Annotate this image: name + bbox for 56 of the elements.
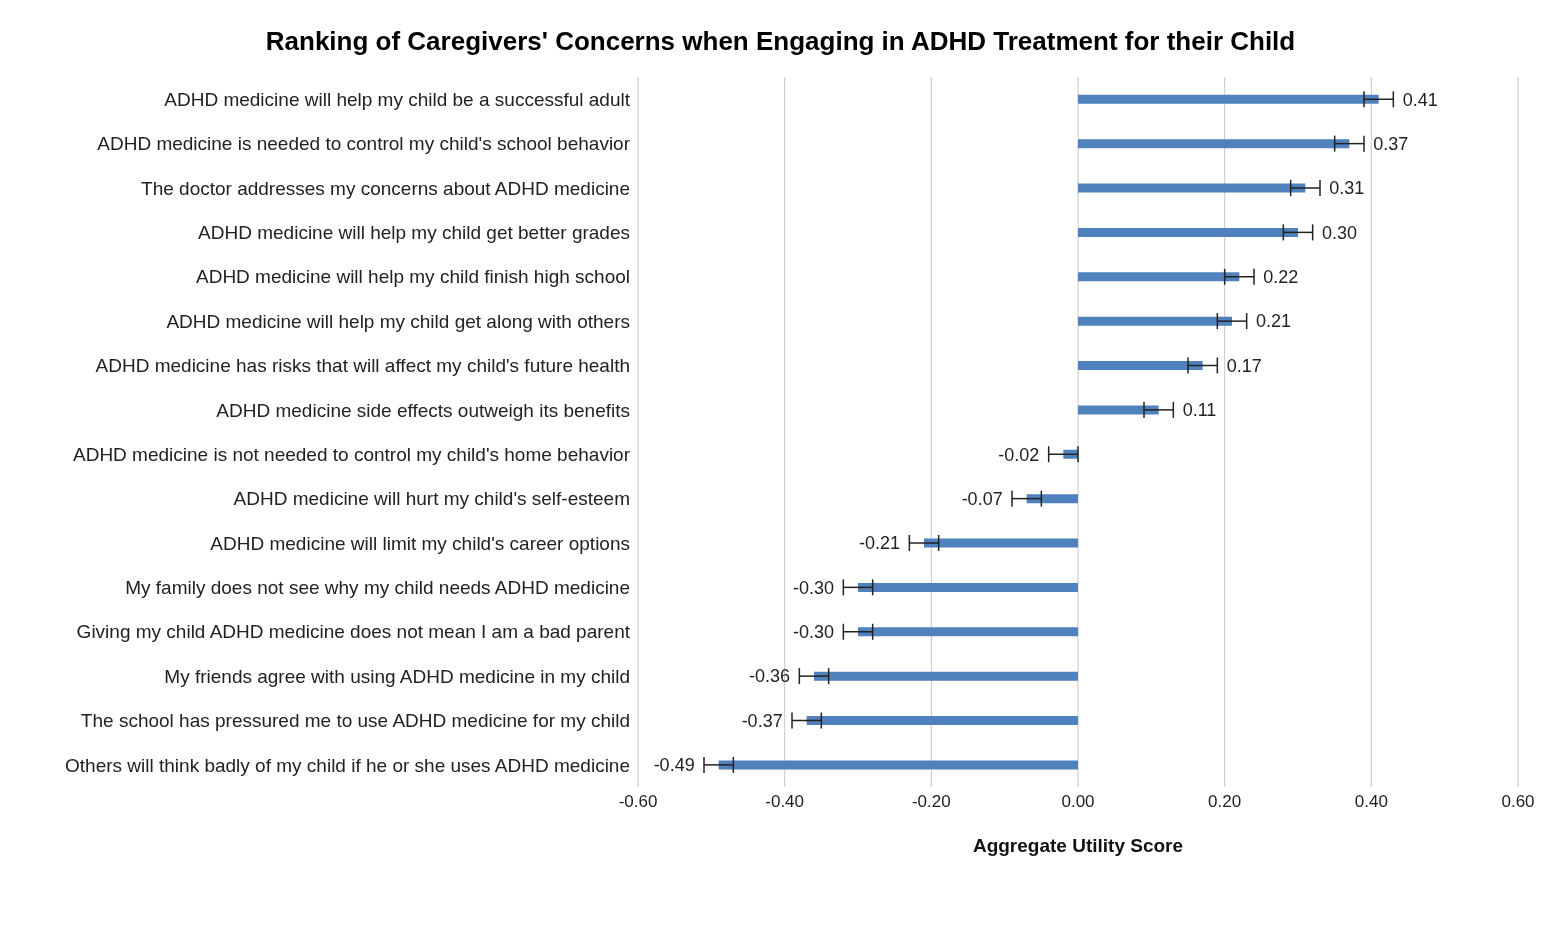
x-tick-label: 0.40 [1354, 792, 1388, 812]
y-tick-label: The doctor addresses my concerns about ADHD medicine [141, 177, 630, 199]
x-tick-label: 0.00 [1061, 792, 1095, 812]
y-tick-label: ADHD medicine will hurt my child's self-esteem [233, 488, 630, 510]
bar [1078, 316, 1232, 326]
bar [1078, 405, 1159, 415]
y-tick-label: ADHD medicine will help my child finish high school [195, 266, 630, 288]
data-label: 0.17 [1226, 355, 1262, 376]
data-label: -0.07 [961, 488, 1003, 509]
bar [718, 760, 1078, 770]
data-label: -0.49 [653, 755, 695, 776]
data-label: 0.22 [1263, 267, 1299, 288]
bar [1078, 94, 1379, 104]
data-label: 0.41 [1402, 89, 1438, 110]
y-tick-label: My family does not see why my child needs ADHD medicine [125, 577, 630, 599]
bar [1026, 494, 1078, 504]
y-tick-label: ADHD medicine will help my child be a successful adult [164, 88, 631, 110]
data-label: 0.37 [1373, 133, 1409, 154]
y-tick-label: My friends agree with using ADHD medicine in my child [164, 665, 630, 687]
y-tick-label: ADHD medicine is not needed to control my child's home behavior [72, 443, 631, 465]
bar [806, 716, 1078, 725]
x-tick-label: 0.60 [1501, 792, 1535, 812]
y-tick-label: Others will think badly of my child if he or she uses ADHD medicine [65, 754, 630, 776]
y-tick-label: ADHD medicine will limit my child's career options [210, 532, 630, 554]
bar [1078, 361, 1203, 370]
data-label: 0.21 [1256, 311, 1292, 332]
data-label: -0.37 [741, 710, 783, 731]
data-label: 0.30 [1322, 222, 1358, 243]
x-tick-label: 0.20 [1208, 792, 1242, 812]
bar [1078, 139, 1350, 149]
y-tick-label: ADHD medicine will help my child get along with others [166, 310, 630, 332]
bar [1078, 272, 1240, 282]
data-label: -0.30 [792, 622, 834, 643]
x-axis-title: Aggregate Utility Score [972, 835, 1184, 856]
chart-title: Ranking of Caregivers' Concerns when Engaging in ADHD Treatment for their Child [264, 25, 1297, 58]
data-label: -0.21 [858, 533, 900, 554]
data-label: -0.30 [792, 577, 834, 598]
data-label: -0.02 [998, 444, 1040, 465]
x-tick-label: -0.60 [618, 792, 658, 812]
bar [1078, 183, 1306, 193]
y-tick-label: ADHD medicine side effects outweigh its benefits [216, 399, 630, 421]
y-tick-label: Giving my child ADHD medicine does not mean I am a bad parent [76, 621, 631, 643]
data-label: -0.36 [748, 666, 790, 687]
x-tick-label: -0.20 [911, 792, 951, 812]
bar [814, 671, 1078, 681]
bar [924, 538, 1078, 548]
x-tick-label: -0.40 [765, 792, 805, 812]
bar [858, 627, 1078, 637]
y-tick-label: The school has pressured me to use ADHD medicine for my child [80, 710, 630, 732]
y-tick-label: ADHD medicine is needed to control my child's school behavior [97, 133, 631, 155]
data-label: 0.31 [1329, 178, 1365, 199]
y-tick-label: ADHD medicine will help my child get better grades [198, 222, 630, 244]
data-label: 0.11 [1182, 400, 1217, 421]
bar [1078, 227, 1298, 237]
bar [858, 582, 1078, 592]
y-tick-label: ADHD medicine has risks that will affect my child's future health [95, 355, 630, 377]
